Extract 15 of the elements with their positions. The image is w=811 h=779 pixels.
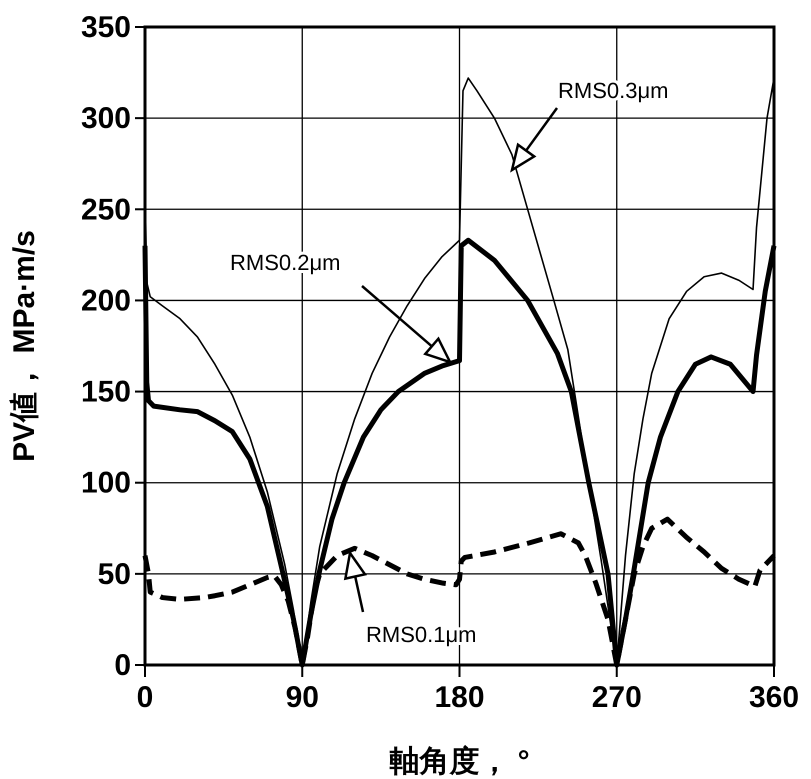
y-tick-label: 350 bbox=[80, 11, 131, 44]
y-tick-label: 100 bbox=[80, 466, 131, 500]
x-tick-label: 0 bbox=[136, 681, 154, 714]
x-axis-title: 軸角度， ° bbox=[389, 744, 530, 778]
y-tick-label: 300 bbox=[80, 102, 131, 136]
y-tick-label: 150 bbox=[80, 376, 131, 409]
y-tick-label: 50 bbox=[98, 558, 131, 591]
y-axis-title: PV値， MPa·m/s bbox=[8, 230, 41, 462]
x-tick-label: 90 bbox=[286, 681, 319, 714]
y-tick-label: 200 bbox=[80, 284, 131, 318]
x-tick-label: 270 bbox=[592, 681, 642, 714]
y-tick-label: 250 bbox=[80, 193, 131, 226]
x-tick-label: 180 bbox=[434, 681, 485, 714]
y-tick-label: 0 bbox=[114, 649, 131, 682]
x-tick-label: 360 bbox=[748, 681, 800, 714]
